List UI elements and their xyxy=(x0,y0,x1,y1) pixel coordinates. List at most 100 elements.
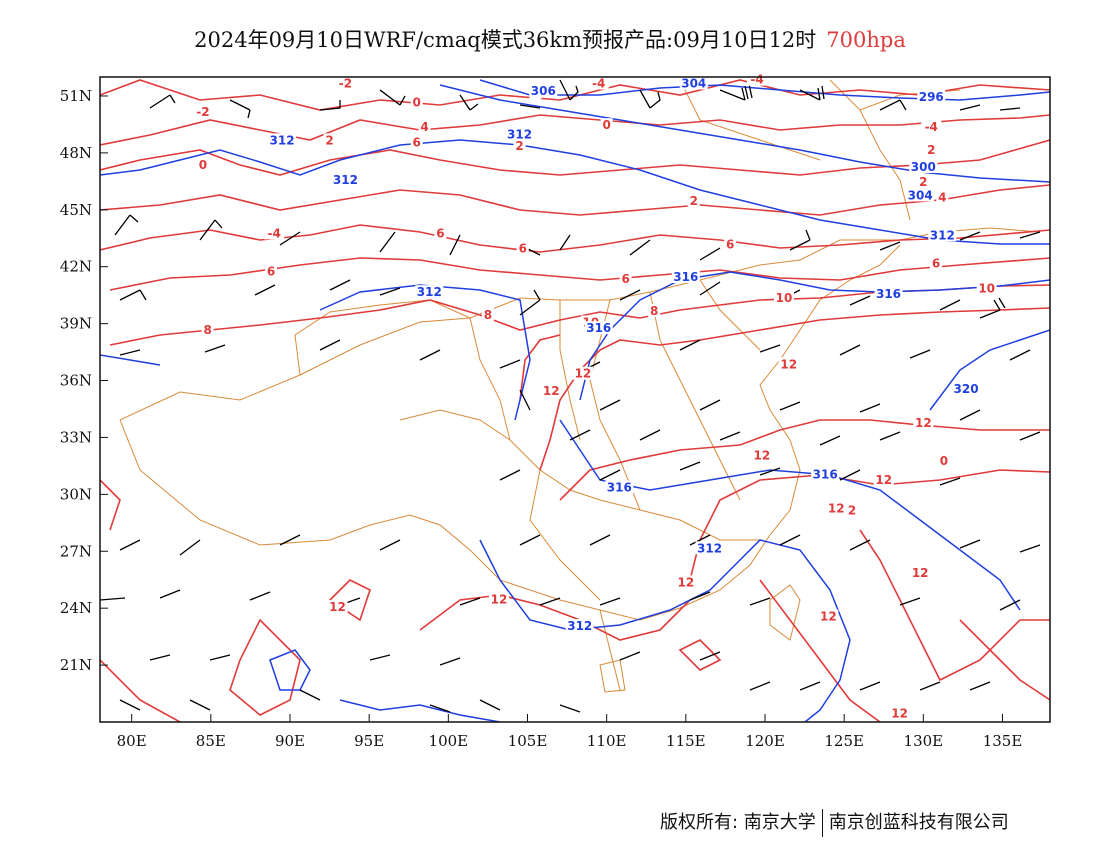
height-contour-label: 312 xyxy=(270,133,295,147)
lat-tick-label: 21N xyxy=(60,656,92,674)
height-contour-label-bg xyxy=(268,133,297,147)
temperature-contour-label: -4 xyxy=(750,73,763,87)
temperature-contour-label: 12 xyxy=(329,600,346,614)
lon-tick-label: 110E xyxy=(587,732,627,750)
map-frame xyxy=(99,76,1051,723)
lon-tick-label: 100E xyxy=(429,732,469,750)
height-contour-label: 312 xyxy=(333,173,358,187)
height-contour-label: 312 xyxy=(417,285,442,299)
longitude-axis: 80E 85E 90E 95E 100E 105E 110E 115E 120E 125E 130E… xyxy=(117,714,1022,750)
temperature-contour-label: 8 xyxy=(203,323,211,337)
height-contour-label-bg xyxy=(874,287,903,301)
height-contour-label: 312 xyxy=(697,541,722,555)
lon-tick-label: 120E xyxy=(745,732,785,750)
temperature-contour-label: 10 xyxy=(776,291,793,305)
temperature-contour-label-bg xyxy=(196,158,209,172)
temperature-contour-label: 12 xyxy=(891,706,908,720)
height-contour-label-bg xyxy=(909,159,938,173)
temperature-contour-label: 12 xyxy=(575,367,592,381)
geographic-borders xyxy=(119,79,1041,693)
temperature-contour-label: 6 xyxy=(726,238,734,252)
temperature-contour-label-bg xyxy=(778,357,799,371)
footer-divider xyxy=(821,809,823,837)
temperature-contour-label-bg xyxy=(588,76,609,90)
height-contour-label: 304 xyxy=(681,76,706,90)
temperature-contour-label: 0 xyxy=(412,95,420,109)
lat-tick-label: 45N xyxy=(60,201,92,219)
temperature-contour-label-bg xyxy=(516,241,529,255)
lat-tick-label: 36N xyxy=(60,372,92,390)
temperature-contour-label-bg xyxy=(323,133,336,147)
temperature-contour-label: 12 xyxy=(491,592,508,606)
height-contour-label: 316 xyxy=(813,467,838,481)
temperature-contour-label: 4 xyxy=(938,190,946,204)
temperature-contour-label-bg xyxy=(481,307,494,321)
pressure-level: 700hpa xyxy=(826,28,906,52)
temperature-contour-label: 6 xyxy=(519,242,527,256)
temperature-contour-label-bg xyxy=(910,565,931,579)
temperature-contour-label-bg xyxy=(572,366,593,380)
height-contour-label: 316 xyxy=(607,481,632,495)
height-contour-label-bg xyxy=(679,76,708,90)
lon-tick-label: 125E xyxy=(824,732,864,750)
height-contour-label-bg xyxy=(952,381,981,395)
height-contour-label: 312 xyxy=(507,128,532,142)
temperature-contour-label-bg xyxy=(751,448,772,462)
temperature-contour-label-bg xyxy=(410,135,423,149)
temperature-contour-label-bg xyxy=(913,416,934,430)
temperature-contour-label: 6 xyxy=(436,226,444,240)
temperature-contour-label: 12 xyxy=(828,501,845,515)
temperature-contour-label-bg xyxy=(925,142,938,156)
temperature-contour-label-bg xyxy=(826,501,847,515)
copyright-right: 南京创蓝科技有限公司 xyxy=(828,812,1009,833)
temperature-contour-label-bg xyxy=(335,76,356,90)
temperature-contour-label-bg xyxy=(648,304,661,318)
lon-tick-label: 105E xyxy=(508,732,548,750)
temperature-contour-label: 12 xyxy=(677,575,694,589)
contour-labels: -2-202-4-4420620-42224-46666668881010101… xyxy=(192,72,997,720)
temperature-contour-label: -2 xyxy=(339,76,352,90)
temperature-contour-label-bg xyxy=(418,120,431,134)
temperature-contour-label: 12 xyxy=(780,357,797,371)
temperature-contour-label: 6 xyxy=(412,135,420,149)
temperature-contour-label-bg xyxy=(846,503,859,517)
lon-tick-label: 95E xyxy=(354,732,384,750)
lat-tick-label: 51N xyxy=(60,87,92,105)
temperature-contour-label-bg xyxy=(774,290,794,304)
temperature-contour-label: 4 xyxy=(420,120,428,134)
title-main: 2024年09月10日WRF/cmaq模式36km预报产品:09月10日12时 xyxy=(194,28,817,52)
height-contour-label-bg xyxy=(695,541,724,555)
temperature-contour-label-bg xyxy=(917,175,930,189)
temperature-contour-label: 12 xyxy=(912,566,929,580)
height-contour-label-bg xyxy=(928,228,957,242)
temperature-contour-label: -2 xyxy=(196,105,209,119)
temperature-contour-label-bg xyxy=(619,271,632,285)
lon-tick-label: 80E xyxy=(117,732,147,750)
temperature-contour-label-bg xyxy=(930,256,942,270)
lon-tick-label: 130E xyxy=(904,732,944,750)
temperature-contour-label: 6 xyxy=(932,257,940,271)
height-contour-label-bg xyxy=(415,285,444,299)
temperature-contour-label-bg xyxy=(937,454,950,467)
temperature-contour-label-bg xyxy=(936,190,949,204)
height-contour-label: 300 xyxy=(911,160,936,174)
lat-tick-label: 42N xyxy=(60,258,92,276)
temperature-contour-label: 2 xyxy=(848,503,856,517)
height-contour-label-bg xyxy=(565,619,594,633)
height-contour-label: 304 xyxy=(908,188,933,202)
temperature-contour-label-bg xyxy=(747,72,768,86)
temperature-contour-label: 2 xyxy=(927,143,935,157)
temperature-contour-label-bg xyxy=(921,120,942,134)
height-contour-label-bg xyxy=(584,321,613,335)
temperature-contour-label: -4 xyxy=(925,120,938,134)
temperature-contour-label-bg xyxy=(600,118,613,132)
height-contour-label-bg xyxy=(529,84,558,98)
temperature-contour-label: 2 xyxy=(690,194,698,208)
temperature-contour-label-bg xyxy=(265,264,277,278)
temperature-contour-label-bg xyxy=(327,600,348,614)
copyright-footer: 版权所有: 南京大学 南京创蓝科技有限公司 xyxy=(660,808,1009,837)
height-contour-label-bg xyxy=(917,89,946,103)
temperature-contour-label-bg xyxy=(192,104,213,118)
height-contour-label: 316 xyxy=(876,287,901,301)
